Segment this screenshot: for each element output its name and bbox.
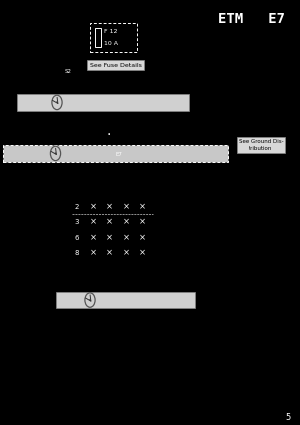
Text: ×: × xyxy=(139,233,146,242)
Text: 5: 5 xyxy=(286,413,291,422)
Text: S2: S2 xyxy=(64,69,71,74)
Text: ×: × xyxy=(89,202,97,212)
Text: 6: 6 xyxy=(74,235,79,241)
Text: See Fuse Details: See Fuse Details xyxy=(90,62,141,68)
Text: F 12: F 12 xyxy=(104,28,118,34)
Text: ×: × xyxy=(122,202,130,212)
Text: ×: × xyxy=(89,248,97,258)
Text: ×: × xyxy=(89,233,97,242)
Text: ×: × xyxy=(122,248,130,258)
Text: ETM   E7: ETM E7 xyxy=(218,12,286,26)
Text: ×: × xyxy=(106,218,113,227)
Bar xyxy=(16,94,189,110)
Text: ×: × xyxy=(139,202,146,212)
Text: 10 A: 10 A xyxy=(104,41,118,45)
Text: E7: E7 xyxy=(116,153,122,157)
Text: ×: × xyxy=(106,248,113,258)
Bar xyxy=(56,292,195,308)
Text: ×: × xyxy=(89,218,97,227)
Text: ×: × xyxy=(122,233,130,242)
Text: ×: × xyxy=(122,218,130,227)
Text: 3: 3 xyxy=(74,219,79,225)
Text: See Ground Dis-
tribution: See Ground Dis- tribution xyxy=(239,139,283,151)
Bar xyxy=(94,28,101,47)
Text: ×: × xyxy=(139,218,146,227)
Text: ×: × xyxy=(139,248,146,258)
Bar xyxy=(3,144,228,162)
Text: 8: 8 xyxy=(74,250,79,256)
Text: ×: × xyxy=(106,233,113,242)
Text: ·: · xyxy=(106,128,111,142)
Text: 2: 2 xyxy=(74,204,79,210)
Text: ×: × xyxy=(106,202,113,212)
Bar xyxy=(90,23,136,52)
